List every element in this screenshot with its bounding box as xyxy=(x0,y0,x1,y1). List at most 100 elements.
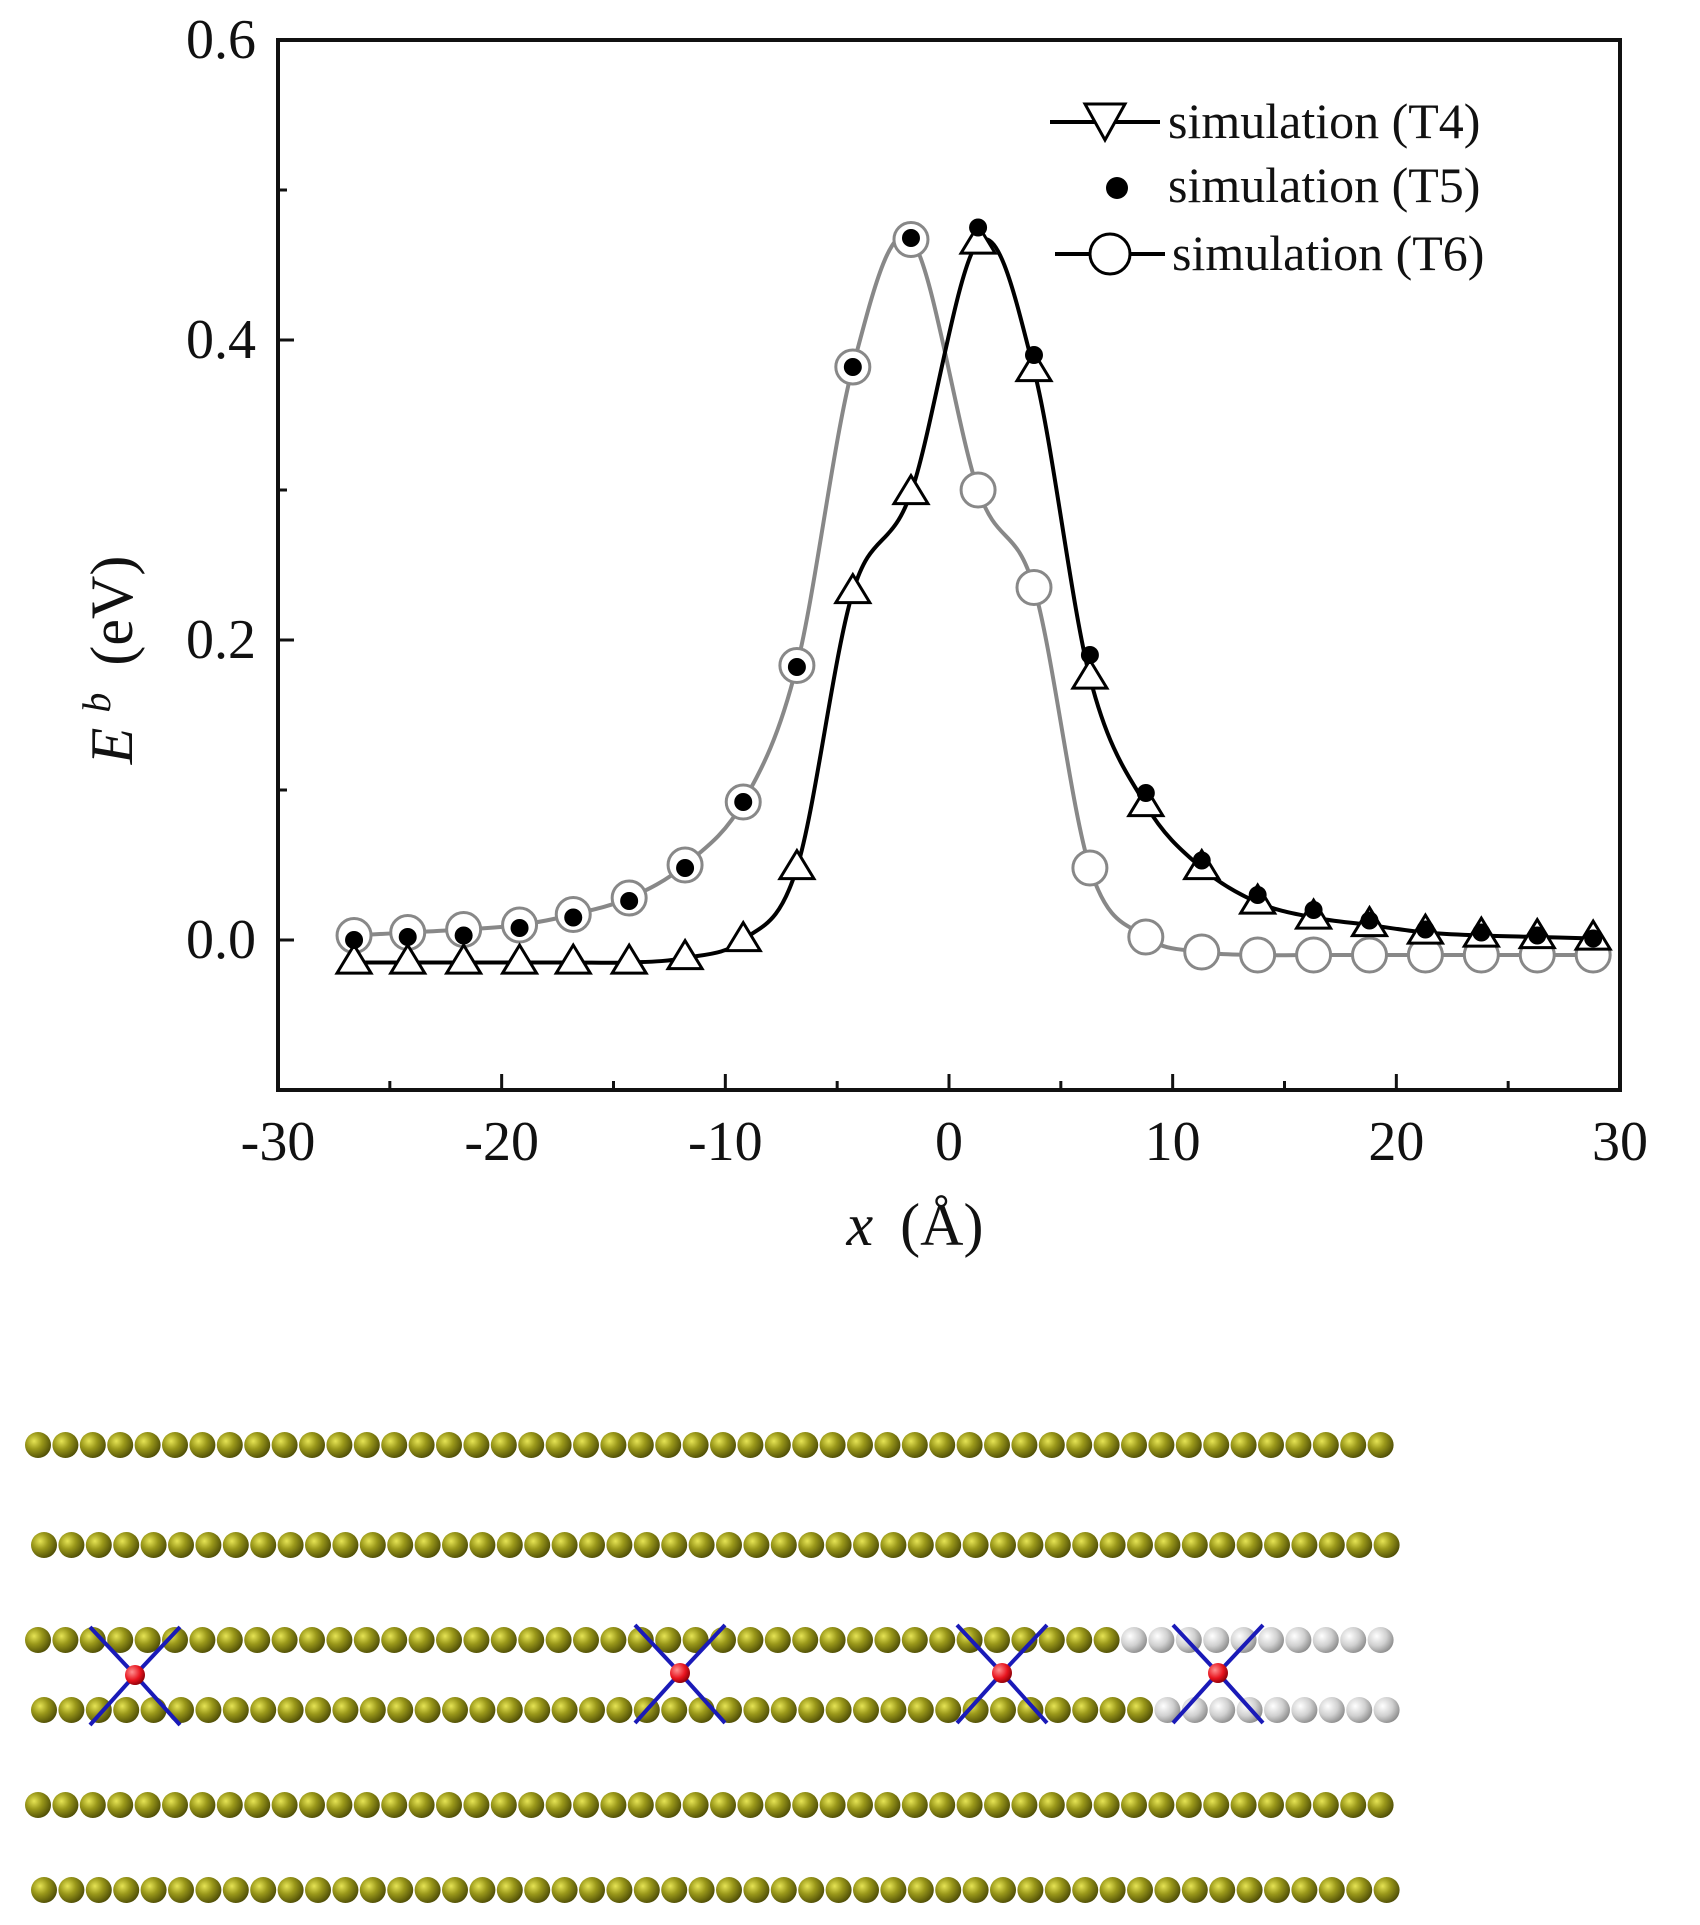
x-axis-var: x xyxy=(846,1192,874,1258)
series-t4-point xyxy=(553,942,593,975)
atom xyxy=(990,1877,1016,1903)
atom xyxy=(52,1792,79,1818)
atom xyxy=(1181,1877,1208,1903)
atom xyxy=(627,1627,654,1653)
atom xyxy=(524,1697,551,1723)
atom xyxy=(359,1697,386,1723)
atom xyxy=(935,1877,962,1903)
atom xyxy=(737,1627,764,1653)
atom xyxy=(1258,1432,1284,1458)
x-tick-label: -30 xyxy=(241,1111,316,1173)
x-tick-label: -10 xyxy=(688,1111,763,1173)
atom xyxy=(524,1532,551,1558)
atom xyxy=(661,1697,688,1723)
bond-line xyxy=(678,1623,727,1675)
atom xyxy=(113,1697,140,1723)
atom xyxy=(1346,1877,1373,1903)
atom xyxy=(847,1432,873,1458)
atom xyxy=(1346,1532,1373,1558)
series-t5-point xyxy=(1192,851,1211,870)
atom xyxy=(463,1792,490,1818)
atom-highlighted xyxy=(1230,1627,1257,1653)
atom xyxy=(1099,1877,1126,1903)
atom xyxy=(107,1627,134,1653)
atom xyxy=(1121,1792,1147,1818)
series-t5-point xyxy=(620,892,639,910)
atom xyxy=(743,1697,770,1723)
atom-highlighted xyxy=(1367,1627,1394,1653)
series-t5-point xyxy=(1136,784,1155,802)
atom xyxy=(682,1627,709,1653)
atom xyxy=(1291,1532,1318,1558)
atom xyxy=(414,1532,441,1558)
atom xyxy=(79,1792,106,1818)
atom xyxy=(490,1792,517,1818)
y-tick-label: 0.6 xyxy=(186,9,256,71)
atom xyxy=(606,1697,633,1723)
atom xyxy=(496,1532,523,1558)
dislocation-cores xyxy=(88,1623,1265,1727)
atom xyxy=(216,1432,243,1458)
atom xyxy=(633,1877,660,1903)
atom xyxy=(250,1532,277,1558)
y-axis-var: E xyxy=(79,728,145,766)
series-t5-point xyxy=(676,859,695,877)
atom xyxy=(1017,1697,1044,1723)
atom xyxy=(162,1792,188,1818)
x-tick-label: 30 xyxy=(1592,1111,1648,1173)
bond-line xyxy=(88,1673,137,1727)
atom xyxy=(299,1792,325,1818)
atom xyxy=(935,1697,962,1723)
atom xyxy=(551,1877,578,1903)
atom xyxy=(463,1432,490,1458)
bond-line xyxy=(1171,1623,1220,1675)
atom xyxy=(1011,1432,1038,1458)
atom xyxy=(1127,1532,1153,1558)
atom xyxy=(682,1792,709,1818)
atom xyxy=(490,1627,517,1653)
atom xyxy=(600,1792,627,1818)
atom xyxy=(140,1697,167,1723)
atom xyxy=(1011,1627,1038,1653)
atom xyxy=(326,1627,353,1653)
atom xyxy=(244,1792,271,1818)
legend-t5-marker xyxy=(1106,177,1128,199)
atom xyxy=(168,1697,194,1723)
bond-line xyxy=(633,1671,682,1725)
legend-t5-label: simulation (T5) xyxy=(1168,157,1480,213)
atom xyxy=(25,1792,51,1818)
atom xyxy=(1367,1792,1394,1818)
atom xyxy=(1099,1697,1126,1723)
atom xyxy=(792,1792,819,1818)
atom xyxy=(737,1792,764,1818)
atom xyxy=(1230,1792,1257,1818)
atom xyxy=(1203,1432,1230,1458)
atom xyxy=(79,1627,106,1653)
atom xyxy=(244,1432,271,1458)
atom xyxy=(1154,1532,1181,1558)
y-axis-unit: (eV) xyxy=(79,556,145,666)
atom xyxy=(469,1697,496,1723)
atom xyxy=(1038,1432,1065,1458)
atom xyxy=(381,1792,408,1818)
atom xyxy=(573,1627,599,1653)
atom xyxy=(606,1532,633,1558)
series-t4-point xyxy=(665,937,705,971)
atom xyxy=(1072,1877,1099,1903)
atom xyxy=(1373,1532,1400,1558)
atom xyxy=(1127,1697,1153,1723)
series-t5-point xyxy=(398,928,417,946)
x-tick-label: -20 xyxy=(464,1111,539,1173)
atom xyxy=(764,1792,791,1818)
atom xyxy=(935,1532,962,1558)
atom xyxy=(244,1627,271,1653)
atom xyxy=(743,1532,770,1558)
series-t5-point xyxy=(734,793,753,811)
atom-highlighted xyxy=(1121,1627,1147,1653)
atom xyxy=(85,1697,112,1723)
series-t5-point xyxy=(510,919,529,937)
atom xyxy=(85,1532,112,1558)
atom xyxy=(819,1432,846,1458)
atom xyxy=(1264,1532,1290,1558)
atom xyxy=(1258,1792,1284,1818)
